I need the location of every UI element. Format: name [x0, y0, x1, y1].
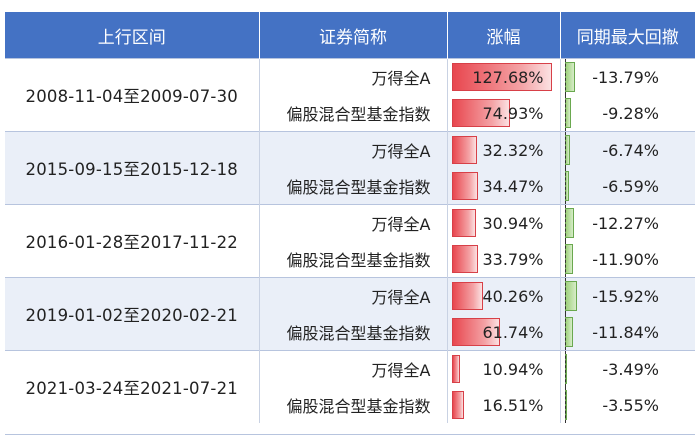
- header-period: 上行区间: [5, 12, 260, 59]
- gain-data-bar: [451, 245, 478, 273]
- security-name-cell: 万得全A: [259, 277, 448, 314]
- gain-value: 127.68%: [472, 67, 544, 87]
- drawdown-value: -6.59%: [602, 176, 659, 196]
- gain-value: 32.32%: [482, 140, 544, 160]
- table-row: 2021-03-24至2021-07-21 万得全A 10.94% -3.49%: [5, 350, 695, 423]
- table-body: 2008-11-04至2009-07-30 万得全A 127.68% -13.79% 偏…: [5, 58, 695, 423]
- gain-data-bar: [451, 209, 476, 237]
- header-max-drawdown: 同期最大回撤: [560, 12, 695, 59]
- drawdown-value: -11.84%: [592, 322, 659, 342]
- gain-value: 74.93%: [482, 103, 544, 123]
- gain-value: 61.74%: [482, 322, 544, 342]
- drawdown-cell: -6.74%: [560, 131, 695, 168]
- drawdown-value: -11.90%: [592, 249, 659, 269]
- security-name-cell: 万得全A: [259, 350, 448, 387]
- drawdown-axis-line: [564, 314, 566, 350]
- table-row: 偏股混合型基金指数 34.47% -6.59%: [5, 168, 695, 205]
- table-row: 偏股混合型基金指数 16.51% -3.55%: [5, 387, 695, 423]
- drawdown-value: -13.79%: [592, 67, 659, 87]
- gain-data-bar: [451, 63, 552, 91]
- security-name-cell: 偏股混合型基金指数: [259, 387, 448, 423]
- drawdown-axis-line: [564, 168, 566, 204]
- drawdown-cell: -9.28%: [560, 95, 695, 132]
- header-security-name: 证券简称: [259, 12, 448, 59]
- security-name-cell: 偏股混合型基金指数: [259, 241, 448, 278]
- drawdown-value: -3.55%: [602, 395, 659, 415]
- period-cell: 2015-09-15至2015-12-18: [5, 131, 260, 205]
- drawdown-axis-line: [564, 59, 566, 95]
- table-bottom-border: [5, 434, 695, 435]
- gain-cell: 16.51%: [447, 387, 561, 423]
- gain-cell: 10.94%: [447, 350, 561, 387]
- security-name-cell: 偏股混合型基金指数: [259, 95, 448, 132]
- drawdown-axis-line: [564, 278, 566, 314]
- period-cell: 2019-01-02至2020-02-21: [5, 277, 260, 351]
- drawdown-value: -6.74%: [602, 140, 659, 160]
- gain-data-bar: [451, 136, 477, 164]
- drawdown-value: -12.27%: [592, 213, 659, 233]
- drawdown-cell: -3.49%: [560, 350, 695, 387]
- drawdown-axis-line: [564, 132, 566, 168]
- drawdown-value: -9.28%: [602, 103, 659, 123]
- security-name-cell: 万得全A: [259, 131, 448, 168]
- gain-data-bar: [451, 391, 465, 419]
- drawdown-cell: -11.84%: [560, 314, 695, 351]
- drawdown-cell: -12.27%: [560, 204, 695, 241]
- drawdown-axis-line: [564, 95, 566, 131]
- gain-cell: 34.47%: [447, 168, 561, 205]
- table-row: 2016-01-28至2017-11-22 万得全A 30.94% -12.27%: [5, 204, 695, 278]
- drawdown-cell: -11.90%: [560, 241, 695, 278]
- gain-cell: 32.32%: [447, 131, 561, 168]
- table-row: 2008-11-04至2009-07-30 万得全A 127.68% -13.79%: [5, 58, 695, 132]
- drawdown-axis-line: [564, 351, 566, 387]
- table-row: 偏股混合型基金指数 61.74% -11.84%: [5, 314, 695, 351]
- gain-value: 34.47%: [482, 176, 544, 196]
- gain-value: 33.79%: [482, 249, 544, 269]
- gain-data-bar: [451, 282, 484, 310]
- drawdown-axis-line: [564, 241, 566, 277]
- gain-cell: 127.68%: [447, 58, 561, 95]
- table-row: 2019-01-02至2020-02-21 万得全A 40.26% -15.92%: [5, 277, 695, 351]
- period-cell: 2008-11-04至2009-07-30: [5, 58, 260, 132]
- period-cell: 2021-03-24至2021-07-21: [5, 350, 260, 423]
- security-name-cell: 偏股混合型基金指数: [259, 314, 448, 351]
- gain-cell: 74.93%: [447, 95, 561, 132]
- drawdown-value: -3.49%: [602, 359, 659, 379]
- security-name-cell: 万得全A: [259, 204, 448, 241]
- gain-cell: 40.26%: [447, 277, 561, 314]
- period-cell: 2016-01-28至2017-11-22: [5, 204, 260, 278]
- drawdown-cell: -13.79%: [560, 58, 695, 95]
- header-gain: 涨幅: [447, 12, 561, 59]
- drawdown-cell: -15.92%: [560, 277, 695, 314]
- drawdown-cell: -6.59%: [560, 168, 695, 205]
- gain-data-bar: [451, 318, 500, 346]
- gain-value: 40.26%: [482, 286, 544, 306]
- table-row: 偏股混合型基金指数 33.79% -11.90%: [5, 241, 695, 278]
- security-name-cell: 偏股混合型基金指数: [259, 168, 448, 205]
- gain-data-bar: [451, 355, 461, 383]
- security-name-cell: 万得全A: [259, 58, 448, 95]
- gain-cell: 61.74%: [447, 314, 561, 351]
- gain-value: 30.94%: [482, 213, 544, 233]
- table-row: 偏股混合型基金指数 74.93% -9.28%: [5, 95, 695, 132]
- drawdown-axis-line: [564, 387, 566, 423]
- drawdown-cell: -3.55%: [560, 387, 695, 423]
- gain-data-bar: [451, 172, 479, 200]
- gain-data-bar: [451, 99, 511, 127]
- header-row: 上行区间 证券简称 涨幅 同期最大回撤: [5, 12, 695, 59]
- table-row: 2015-09-15至2015-12-18 万得全A 32.32% -6.74%: [5, 131, 695, 205]
- gain-value: 16.51%: [482, 395, 544, 415]
- drawdown-axis-line: [564, 205, 566, 241]
- drawdown-value: -15.92%: [592, 286, 659, 306]
- gain-value: 10.94%: [482, 359, 544, 379]
- uptrend-comparison-table: 上行区间 证券简称 涨幅 同期最大回撤 2008-11-04至2009-07-3…: [5, 12, 695, 423]
- gain-cell: 33.79%: [447, 241, 561, 278]
- gain-cell: 30.94%: [447, 204, 561, 241]
